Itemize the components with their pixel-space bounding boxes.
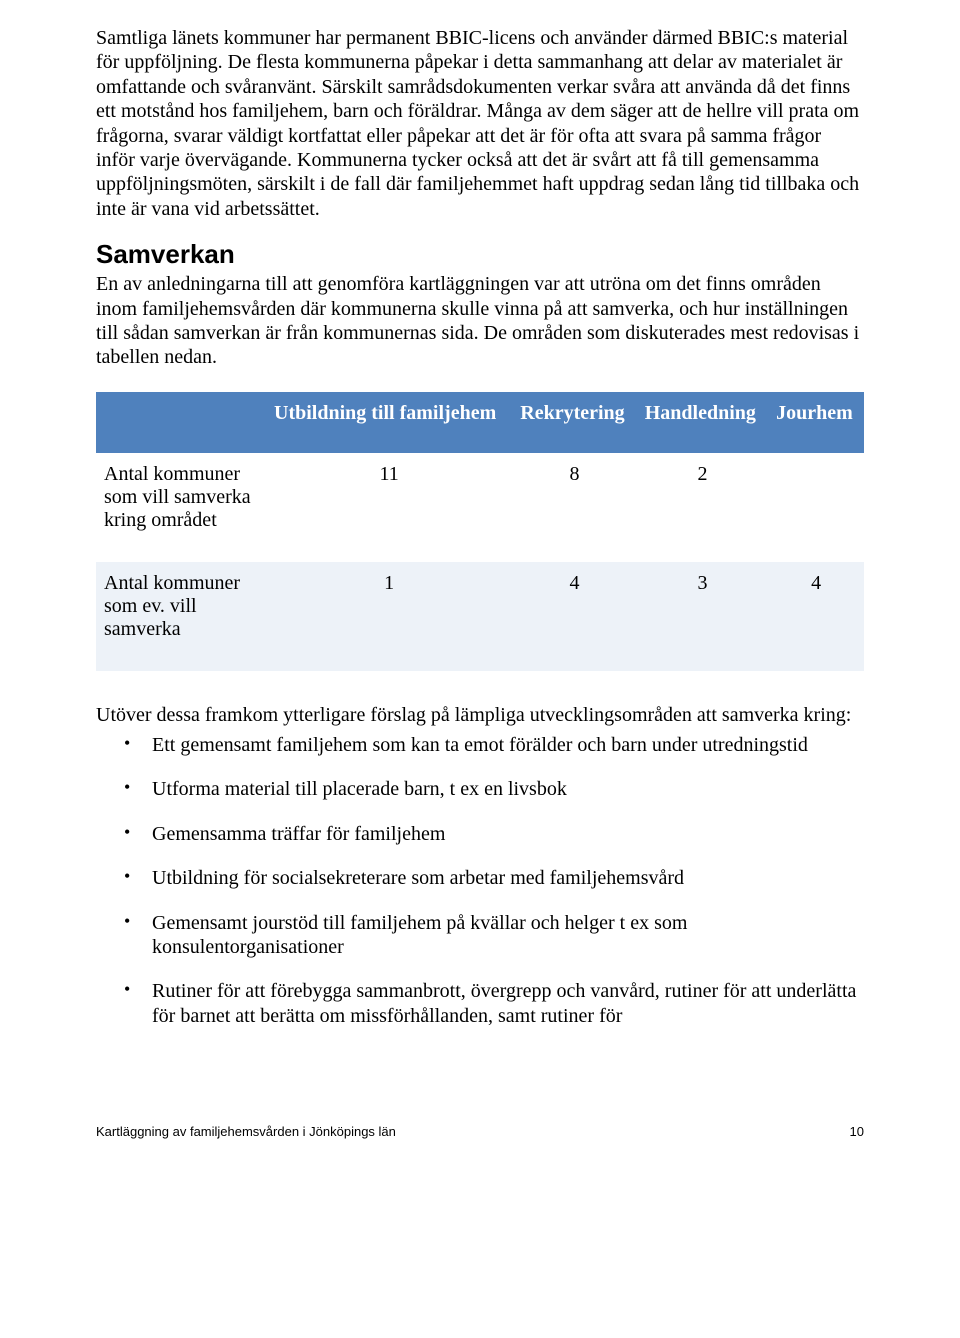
- table-header-cell: Handledning: [637, 392, 768, 453]
- table-header-cell: Jourhem: [768, 392, 864, 453]
- table-header-cell: Rekrytering: [512, 392, 636, 453]
- samverkan-table: Utbildning till familjehem Rekrytering H…: [96, 392, 864, 671]
- list-item: Gemensamt jourstöd till familjehem på kv…: [124, 911, 864, 960]
- table-row: Antal kommuner som vill samverka kring o…: [96, 453, 864, 562]
- table-cell: 8: [512, 453, 636, 562]
- bullet-list: Ett gemensamt familjehem som kan ta emot…: [96, 733, 864, 1028]
- table-cell: 4: [768, 562, 864, 671]
- table-cell: 4: [512, 562, 636, 671]
- list-item: Rutiner för att förebygga sammanbrott, ö…: [124, 979, 864, 1028]
- table-cell: 2: [637, 453, 768, 562]
- table-cell: [768, 453, 864, 562]
- table-header-cell: Utbildning till familjehem: [266, 392, 512, 453]
- footer-page-number: 10: [850, 1124, 864, 1139]
- page-footer: Kartläggning av familjehemsvården i Jönk…: [0, 1088, 960, 1149]
- list-item: Ett gemensamt familjehem som kan ta emot…: [124, 733, 864, 757]
- paragraph-2: En av anledningarna till att genomföra k…: [96, 272, 864, 370]
- table-header-cell: [96, 392, 266, 453]
- list-item: Utbildning för socialsekreterare som arb…: [124, 866, 864, 890]
- table-row-label: Antal kommuner som vill samverka kring o…: [96, 453, 266, 562]
- table-header-row: Utbildning till familjehem Rekrytering H…: [96, 392, 864, 453]
- page-content: Samtliga länets kommuner har permanent B…: [0, 0, 960, 1088]
- table-row: Antal kommuner som ev. vill samverka 1 4…: [96, 562, 864, 671]
- section-heading-samverkan: Samverkan: [96, 239, 864, 270]
- paragraph-1: Samtliga länets kommuner har permanent B…: [96, 26, 864, 221]
- table-row-label: Antal kommuner som ev. vill samverka: [96, 562, 266, 671]
- paragraph-3: Utöver dessa framkom ytterligare förslag…: [96, 703, 864, 727]
- table-cell: 3: [637, 562, 768, 671]
- list-item: Gemensamma träffar för familjehem: [124, 822, 864, 846]
- list-item: Utforma material till placerade barn, t …: [124, 777, 864, 801]
- table-cell: 11: [266, 453, 512, 562]
- footer-title: Kartläggning av familjehemsvården i Jönk…: [96, 1124, 396, 1139]
- table-cell: 1: [266, 562, 512, 671]
